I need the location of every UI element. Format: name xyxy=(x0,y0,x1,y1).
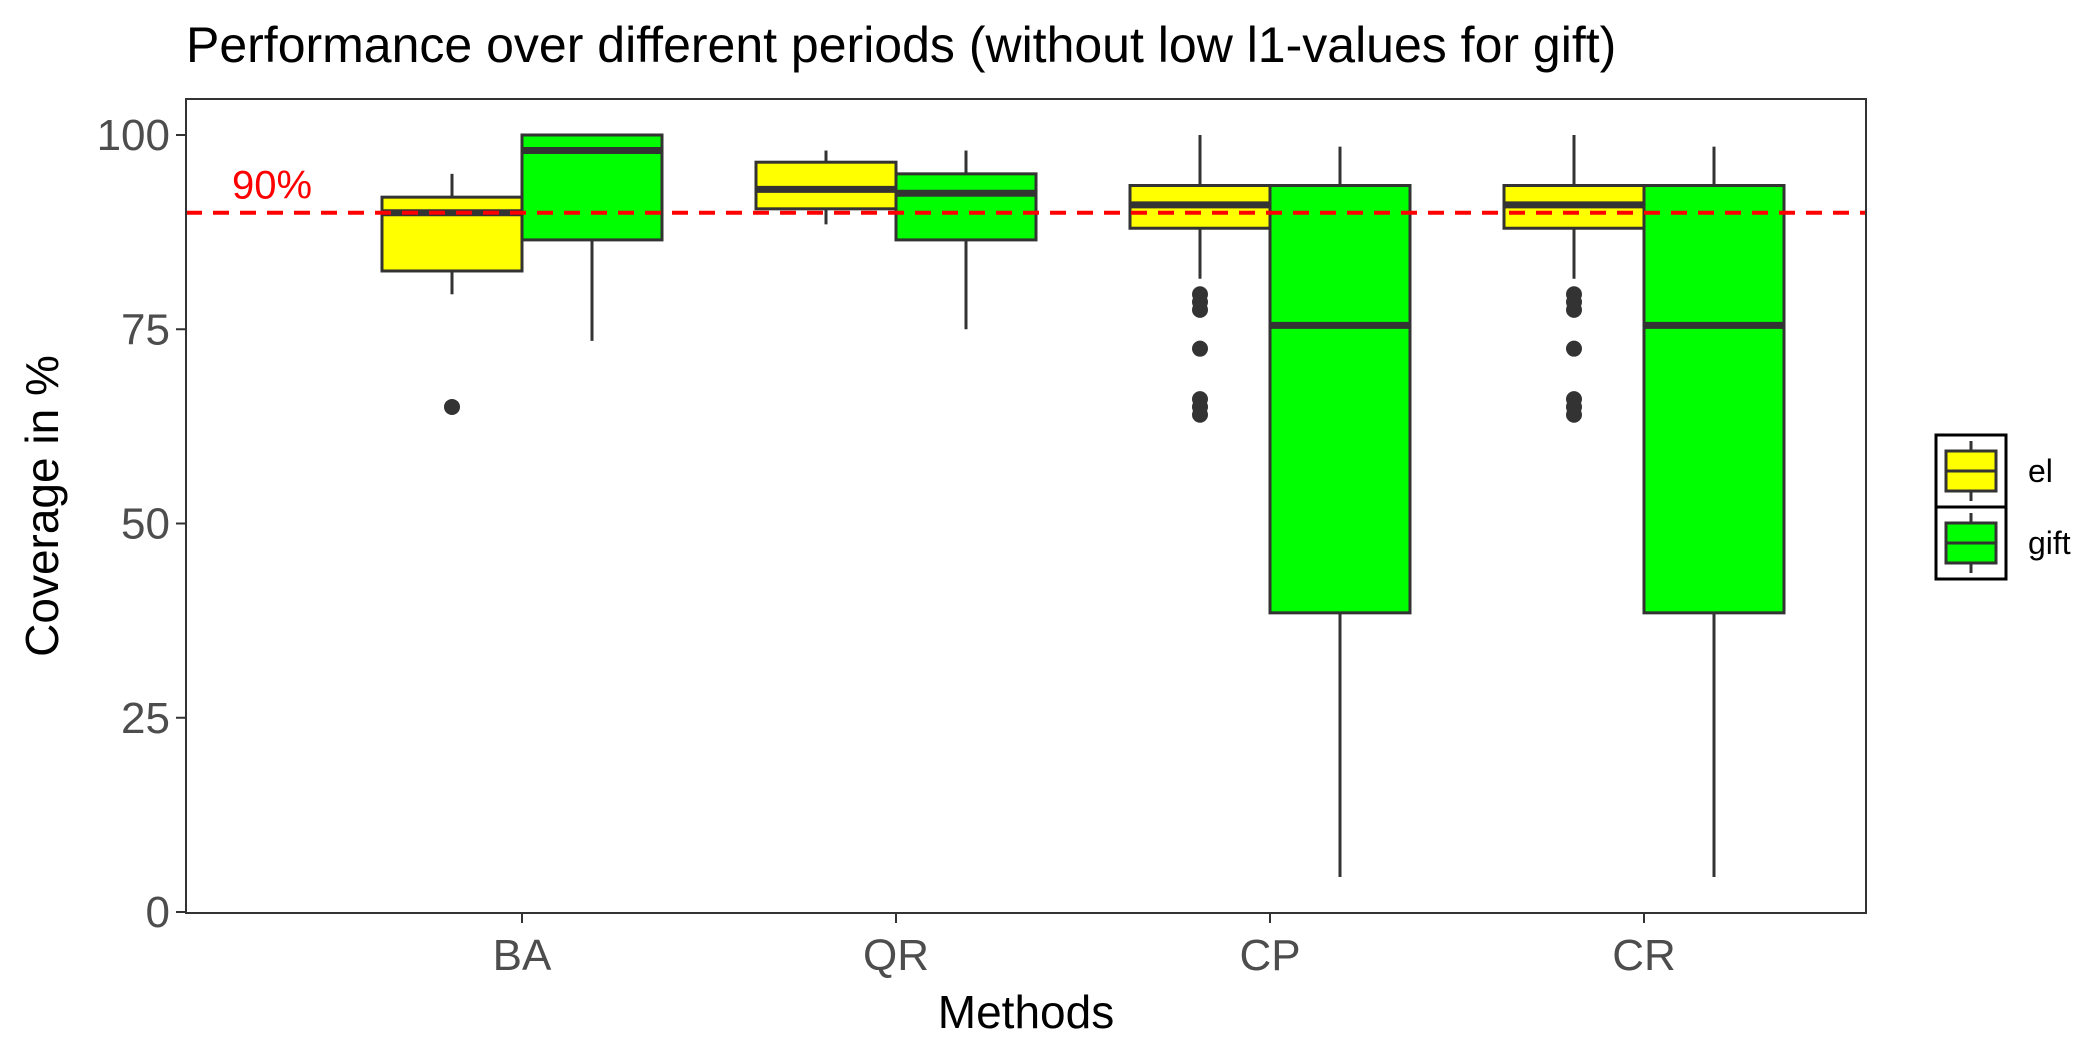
y-axis-title: Coverage in % xyxy=(16,355,68,657)
y-tick-label: 0 xyxy=(146,888,170,937)
box-gift-CP xyxy=(1268,146,1412,878)
legend-item-gift: gift xyxy=(1934,505,2071,581)
outlier-point xyxy=(1566,340,1582,357)
x-tick-label: QR xyxy=(863,931,929,980)
box-el-BA xyxy=(380,173,524,415)
legend: el gift xyxy=(1934,433,2071,581)
box-body xyxy=(754,160,898,211)
box-gift-BA xyxy=(520,133,664,341)
legend-item-el: el xyxy=(1934,433,2053,509)
outlier-point xyxy=(1192,340,1208,357)
box-body xyxy=(1268,184,1412,615)
x-tick-label: BA xyxy=(493,931,552,980)
plot-frame xyxy=(185,98,1867,914)
x-axis-title: Methods xyxy=(938,986,1114,1038)
legend-label: el xyxy=(2028,453,2053,489)
plot-area: 0 25 50 75 100 BA QR CP CR 90% xyxy=(97,111,1866,980)
outlier-point xyxy=(444,398,460,415)
chart-title: Performance over different periods (with… xyxy=(186,17,1616,73)
box-el-CP xyxy=(1128,135,1272,423)
box-gift-QR xyxy=(894,150,1038,330)
outlier-point xyxy=(1566,406,1582,423)
outlier-point xyxy=(1566,301,1582,318)
x-tick-label: CP xyxy=(1239,931,1300,980)
box-body xyxy=(380,195,524,273)
outlier-point xyxy=(1192,301,1208,318)
box-body xyxy=(1642,184,1786,615)
x-tick-label: CR xyxy=(1612,931,1676,980)
reference-line-label: 90% xyxy=(232,164,312,208)
y-tick-label: 75 xyxy=(121,305,170,354)
box-gift-CR xyxy=(1642,146,1786,878)
box-el-QR xyxy=(754,150,898,225)
box-el-CR xyxy=(1502,135,1646,423)
y-tick-label: 25 xyxy=(121,694,170,743)
box-body xyxy=(894,172,1038,242)
y-tick-label: 50 xyxy=(121,500,170,549)
outlier-point xyxy=(1192,406,1208,423)
legend-label: gift xyxy=(2028,525,2071,561)
y-tick-label: 100 xyxy=(97,111,170,160)
